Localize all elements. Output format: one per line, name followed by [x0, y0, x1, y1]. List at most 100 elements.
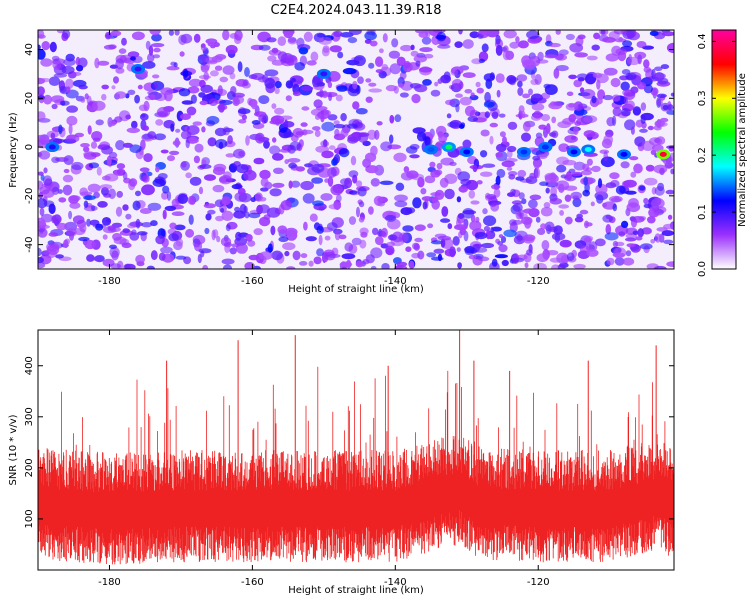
heatmap-noise-blob: [103, 44, 116, 50]
heatmap-noise-blob: [334, 229, 341, 241]
heatmap-noise-blob: [570, 191, 582, 200]
heatmap-noise-blob: [303, 31, 313, 42]
heatmap-noise-blob: [357, 76, 364, 84]
heatmap-noise-blob: [574, 121, 582, 126]
heatmap-noise-blob: [314, 129, 321, 138]
heatmap-noise-blob: [388, 234, 398, 241]
heatmap-noise-blob: [421, 196, 433, 202]
heatmap-noise-blob: [198, 186, 204, 195]
heatmap-noise-blob: [301, 86, 314, 91]
heatmap-noise-blob: [253, 157, 265, 165]
heatmap-noise-blob: [126, 127, 140, 134]
heatmap-noise-blob: [58, 124, 63, 135]
heatmap-noise-blob: [375, 56, 384, 67]
heatmap-noise-blob: [169, 150, 180, 156]
heatmap-noise-blob: [91, 205, 96, 212]
heatmap-noise-blob: [55, 254, 64, 259]
heatmap-noise-blob: [244, 211, 250, 219]
heatmap-noise-blob: [186, 125, 200, 136]
heatmap-noise-blob: [127, 89, 136, 96]
heatmap-noise-blob: [565, 171, 573, 181]
heatmap-noise-blob: [335, 94, 343, 102]
colorbar-label: Normalized spectral amplitude: [737, 73, 748, 227]
heatmap-noise-blob: [470, 200, 480, 205]
heatmap-noise-blob: [255, 132, 265, 144]
heatmap-noise-blob: [207, 42, 216, 47]
heatmap-noise-blob: [618, 36, 623, 42]
heatmap-noise-blob: [597, 178, 603, 189]
heatmap-noise-blob: [222, 30, 230, 41]
heatmap-noise-blob: [65, 78, 74, 90]
heatmap-noise-blob: [68, 195, 79, 204]
heatmap-noise-blob: [637, 54, 642, 65]
heatmap-noise-blob: [220, 237, 232, 247]
heatmap-noise-blob: [530, 93, 543, 102]
heatmap-noise-blob: [206, 115, 220, 125]
colorbar-tick-label: 0.0: [697, 261, 708, 277]
heatmap-noise-blob: [414, 224, 426, 231]
heatmap-noise-blob: [340, 178, 350, 186]
heatmap-noise-blob: [622, 89, 634, 97]
heatmap-noise-blob: [470, 92, 475, 98]
heatmap-noise-blob: [338, 234, 347, 240]
heatmap-noise-blob: [370, 265, 377, 269]
heatmap-noise-blob: [257, 76, 268, 83]
heatmap-noise-blob: [533, 158, 541, 170]
heatmap-noise-blob: [615, 48, 627, 55]
heatmap-noise-blob: [458, 81, 464, 90]
heatmap-noise-blob: [482, 163, 496, 168]
heatmap-noise-blob: [491, 111, 499, 119]
heatmap-noise-blob: [357, 186, 367, 197]
heatmap-noise-blob: [128, 179, 136, 191]
heatmap-noise-blob: [146, 265, 155, 269]
heatmap-noise-blob: [516, 74, 528, 82]
heatmap-noise-blob: [313, 256, 322, 265]
heatmap-noise-blob: [337, 51, 344, 59]
heatmap-noise-blob: [104, 31, 112, 40]
heatmap-feature-core: [584, 147, 592, 152]
heatmap-noise-blob: [521, 216, 533, 225]
heatmap-noise-blob: [328, 203, 342, 210]
heatmap-noise-blob: [221, 210, 234, 221]
heatmap-noise-blob: [641, 140, 655, 151]
heatmap-noise-blob: [640, 112, 654, 121]
heatmap-noise-blob: [521, 110, 526, 119]
heatmap-noise-blob: [625, 250, 632, 257]
heatmap-noise-blob: [667, 214, 673, 220]
heatmap-noise-blob: [306, 60, 317, 66]
heatmap-noise-blob: [657, 77, 669, 85]
heatmap-noise-blob: [115, 206, 123, 217]
heatmap-noise-blob: [318, 206, 325, 211]
heatmap-noise-blob: [220, 208, 225, 213]
heatmap-noise-blob: [517, 169, 527, 178]
heatmap-noise-blob: [449, 246, 456, 258]
heatmap-noise-blob: [185, 228, 195, 238]
heatmap-noise-blob: [198, 248, 212, 254]
heatmap-noise-blob: [562, 159, 577, 166]
heatmap-noise-blob: [258, 44, 271, 51]
heatmap-noise-blob: [122, 204, 129, 211]
heatmap-noise-blob: [558, 183, 565, 193]
heatmap-noise-blob: [446, 113, 452, 119]
heatmap-noise-blob: [399, 71, 407, 80]
heatmap-noise-blob: [63, 58, 76, 66]
heatmap-noise-blob: [495, 73, 505, 83]
heatmap-noise-blob: [433, 248, 445, 254]
heatmap-noise-blob: [468, 254, 477, 260]
heatmap-noise-blob: [375, 236, 384, 246]
heatmap-noise-blob: [591, 44, 600, 51]
heatmap-cells: [38, 30, 674, 269]
heatmap-noise-blob: [441, 206, 449, 217]
heatmap-noise-blob: [614, 257, 625, 266]
heatmap-noise-blob: [506, 145, 517, 153]
heatmap-noise-blob: [129, 144, 142, 153]
heatmap-noise-blob: [269, 119, 283, 125]
heatmap-noise-blob: [170, 123, 175, 132]
heatmap-noise-blob: [101, 217, 112, 226]
heatmap-noise-blob: [139, 167, 150, 172]
heatmap-noise-blob: [315, 114, 321, 120]
colorbar-ticks: 0.0 0.1 0.2 0.3 0.4: [697, 29, 737, 277]
heatmap-noise-blob: [247, 240, 256, 247]
heatmap-noise-blob: [506, 166, 513, 171]
heatmap-noise-blob: [647, 216, 656, 224]
